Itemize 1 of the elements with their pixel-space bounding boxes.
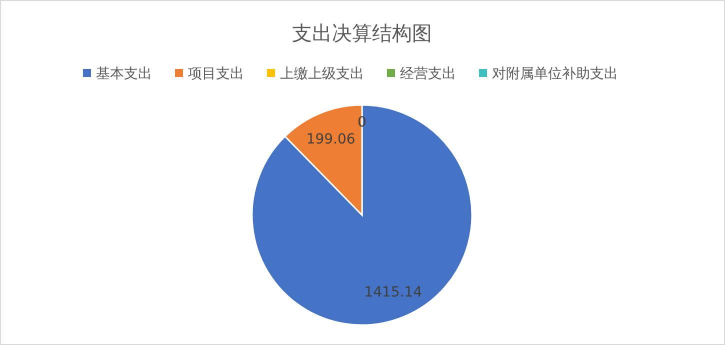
title: 支出决算结构图 xyxy=(292,21,432,45)
